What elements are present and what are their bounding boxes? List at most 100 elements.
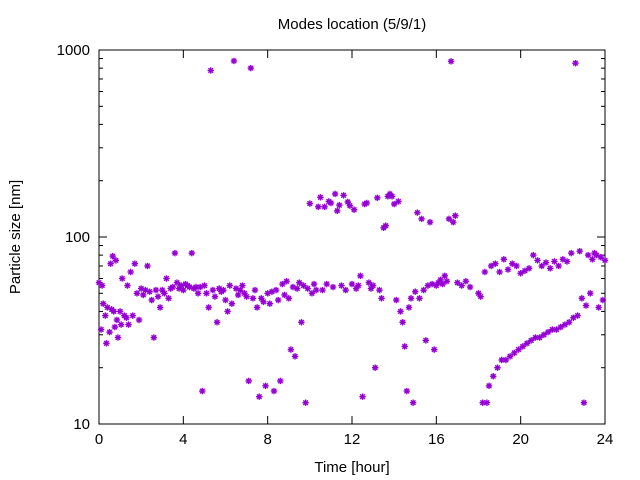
data-point	[601, 257, 609, 264]
data-point	[113, 316, 121, 324]
data-point	[306, 200, 314, 207]
data-point	[201, 282, 208, 289]
data-point	[574, 312, 581, 319]
data-point	[589, 256, 596, 263]
data-point	[371, 364, 379, 371]
data-point	[426, 218, 434, 226]
data-point	[135, 316, 143, 324]
data-point	[239, 282, 246, 289]
data-point	[304, 285, 311, 292]
data-point	[249, 295, 257, 302]
data-point	[376, 286, 383, 294]
data-point	[203, 290, 210, 297]
data-point	[228, 300, 236, 307]
x-tick-label: 12	[344, 431, 361, 448]
data-point	[534, 257, 541, 264]
y-axis-title: Particle size [nm]	[7, 180, 24, 294]
data-point	[348, 280, 356, 288]
data-point	[129, 312, 136, 319]
data-points	[95, 57, 609, 406]
data-point	[397, 308, 404, 315]
data-point	[496, 268, 503, 276]
data-point	[150, 334, 158, 341]
data-point	[393, 296, 400, 304]
data-point	[447, 58, 455, 65]
data-point	[450, 218, 457, 226]
data-point	[148, 296, 155, 304]
data-point	[338, 282, 345, 289]
y-axis: 10 100 1000	[57, 42, 605, 433]
data-point	[234, 291, 242, 299]
data-point	[243, 293, 250, 300]
y-tick-label: 1000	[57, 42, 90, 59]
data-point	[230, 57, 238, 65]
data-point	[441, 272, 448, 280]
data-point	[477, 293, 484, 300]
data-point	[256, 393, 263, 400]
x-tick-label: 16	[428, 431, 445, 448]
data-point	[266, 300, 273, 307]
data-point	[515, 346, 522, 353]
data-point	[416, 295, 423, 302]
data-point	[395, 198, 402, 205]
chart-title: Modes location (5/9/1)	[278, 16, 426, 33]
data-point	[298, 319, 305, 326]
data-point	[169, 283, 176, 291]
data-point	[287, 346, 295, 353]
data-point	[224, 308, 231, 315]
data-point	[409, 399, 417, 406]
data-point	[597, 253, 604, 261]
data-point	[312, 286, 320, 294]
data-point	[382, 222, 389, 229]
data-point	[506, 353, 514, 360]
data-point	[163, 275, 170, 282]
data-point	[350, 206, 358, 213]
data-point	[152, 286, 160, 294]
data-point	[365, 279, 373, 286]
data-point	[414, 209, 421, 216]
data-point	[102, 312, 109, 319]
data-point	[509, 260, 516, 267]
data-point	[296, 279, 303, 286]
data-point	[123, 314, 130, 321]
data-point	[319, 286, 326, 294]
data-point	[483, 399, 491, 406]
data-point	[127, 268, 134, 276]
data-point	[302, 399, 309, 406]
data-point	[194, 290, 202, 297]
data-point	[171, 249, 179, 257]
data-point	[110, 308, 117, 315]
data-point	[98, 282, 106, 289]
data-point	[530, 251, 537, 259]
data-point	[542, 259, 550, 266]
data-point	[308, 290, 316, 297]
data-point	[262, 382, 269, 390]
data-point	[251, 286, 259, 294]
data-point	[578, 295, 586, 302]
data-point	[369, 282, 377, 289]
data-point	[103, 340, 110, 347]
data-point	[205, 304, 212, 311]
data-point	[544, 328, 552, 336]
data-point	[572, 59, 579, 67]
data-point	[587, 290, 594, 297]
data-point	[209, 286, 217, 294]
data-point	[502, 356, 510, 364]
data-point	[226, 282, 233, 289]
data-point	[407, 295, 415, 302]
data-point	[124, 282, 131, 289]
data-point	[211, 293, 219, 300]
data-point	[180, 286, 187, 294]
data-point	[513, 262, 520, 270]
data-point	[106, 328, 113, 336]
data-point	[511, 349, 518, 357]
data-point	[576, 247, 583, 255]
data-point	[528, 337, 535, 344]
data-point	[418, 215, 425, 223]
data-point	[331, 190, 339, 198]
data-point	[504, 266, 512, 273]
data-point	[568, 249, 575, 257]
data-point	[492, 260, 499, 267]
data-point	[336, 201, 343, 209]
data-point	[422, 337, 429, 344]
